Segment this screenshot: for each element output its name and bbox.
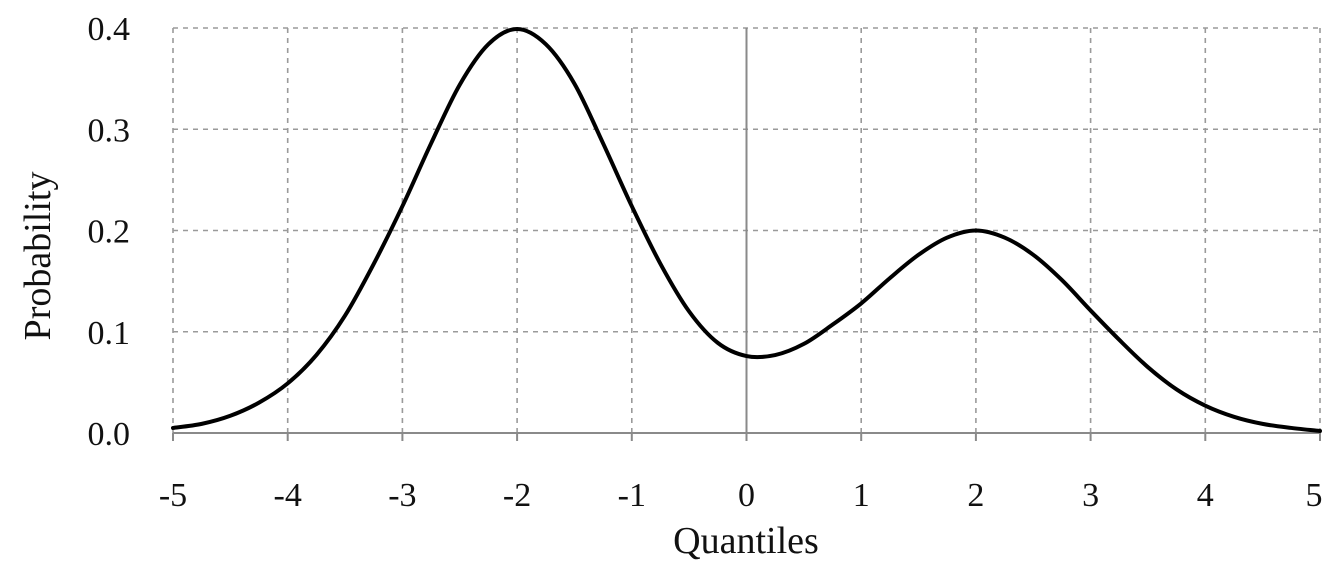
x-tick-label: 1	[853, 477, 870, 514]
x-tick-label: 5	[1306, 477, 1323, 514]
series	[171, 27, 1322, 433]
x-tick-label: -4	[274, 477, 302, 514]
x-tick-label: 3	[1082, 477, 1099, 514]
x-axis-title: Quantiles	[673, 520, 819, 561]
axes	[172, 28, 1321, 441]
x-tick-label: 0	[738, 477, 755, 514]
series-line-0	[171, 27, 1322, 433]
x-tick-label: -3	[388, 477, 416, 514]
x-tick-label: -5	[159, 477, 187, 514]
x-tick-label: 4	[1197, 477, 1214, 514]
y-tick-label: 0.4	[88, 11, 131, 48]
y-axis-title: Probability	[17, 172, 59, 341]
y-tick-label: 0.2	[88, 214, 131, 251]
y-tick-label: 0.3	[88, 112, 131, 149]
y-tick-label: 0.0	[88, 416, 131, 453]
x-tick-label: -2	[503, 477, 531, 514]
tick-labels: -5 -4 -3 -2 -1 0 1 2 3 4 5 0.0 0.1 0.2 0.3 0.4	[88, 11, 1323, 514]
x-tick-label: 2	[967, 477, 984, 514]
y-tick-label: 0.1	[88, 315, 131, 352]
x-tick-label: -1	[618, 477, 646, 514]
